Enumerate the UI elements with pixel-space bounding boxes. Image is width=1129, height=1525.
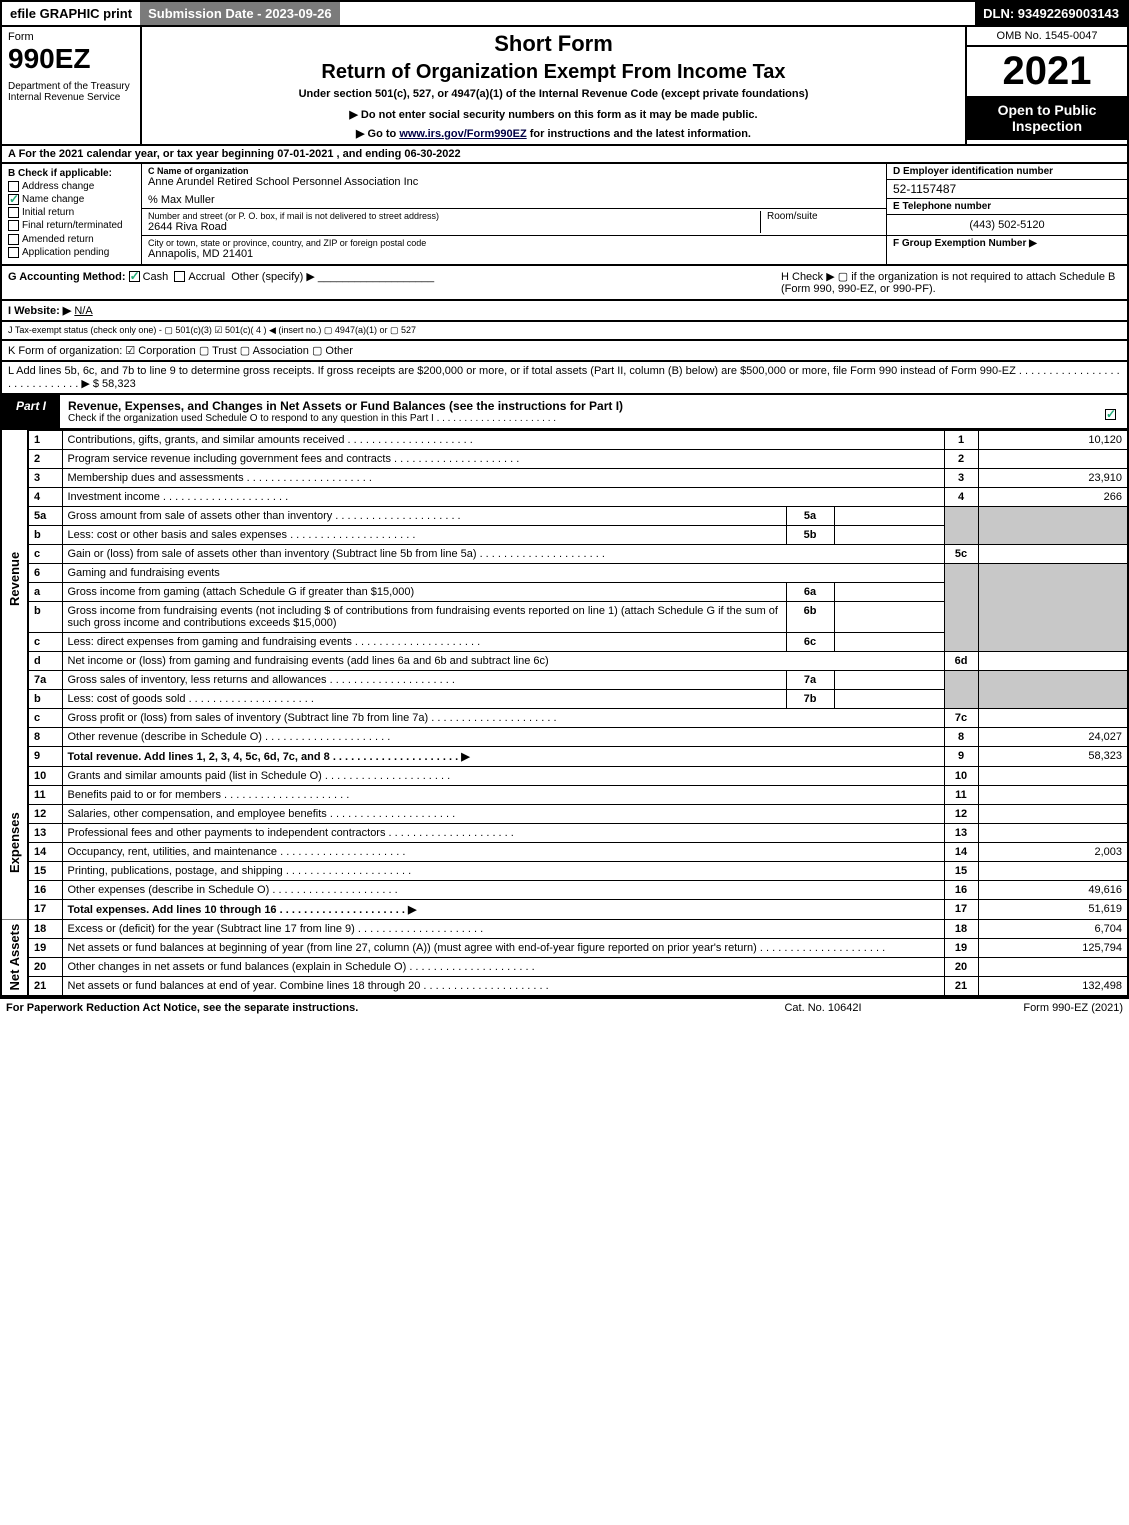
line-k: K Form of organization: ☑ Corporation ▢ … bbox=[0, 341, 1129, 362]
info-grid: B Check if applicable: Address change Na… bbox=[0, 164, 1129, 266]
open-to-public: Open to Public Inspection bbox=[967, 96, 1127, 140]
line-g-h: G Accounting Method: Cash Accrual Other … bbox=[0, 266, 1129, 301]
under-section: Under section 501(c), 527, or 4947(a)(1)… bbox=[148, 88, 959, 100]
ein-value: 52-1157487 bbox=[887, 180, 1127, 198]
top-bar: efile GRAPHIC print Submission Date - 20… bbox=[0, 0, 1129, 27]
g-label: G Accounting Method: bbox=[8, 271, 126, 283]
chk-initial-return[interactable]: Initial return bbox=[8, 207, 135, 218]
chk-accrual[interactable] bbox=[174, 271, 185, 282]
arrow-icon: ▶ bbox=[461, 751, 469, 763]
part-1-tag: Part I bbox=[2, 395, 60, 428]
line-l-value: 58,323 bbox=[102, 378, 136, 390]
city-block: City or town, state or province, country… bbox=[142, 236, 886, 262]
goto-suffix: for instructions and the latest informat… bbox=[527, 128, 751, 140]
footer-center: Cat. No. 10642I bbox=[723, 1002, 923, 1014]
form-word: Form bbox=[8, 31, 134, 43]
do-not-enter: ▶ Do not enter social security numbers o… bbox=[148, 108, 959, 121]
line-j: J Tax-exempt status (check only one) - ▢… bbox=[0, 322, 1129, 341]
form-number: 990EZ bbox=[8, 43, 134, 75]
efile-label[interactable]: efile GRAPHIC print bbox=[2, 2, 140, 25]
short-form-title: Short Form bbox=[148, 31, 959, 57]
chk-application-pending[interactable]: Application pending bbox=[8, 247, 135, 258]
header-row: Form 990EZ Department of the Treasury In… bbox=[0, 27, 1129, 146]
tel-hdr: E Telephone number bbox=[887, 198, 1127, 215]
arrow-icon: ▶ bbox=[408, 904, 416, 916]
org-name: Anne Arundel Retired School Personnel As… bbox=[148, 176, 880, 188]
footer-left: For Paperwork Reduction Act Notice, see … bbox=[6, 1002, 723, 1014]
header-center: Short Form Return of Organization Exempt… bbox=[142, 27, 967, 144]
chk-cash[interactable] bbox=[129, 271, 140, 282]
numcol: 1 bbox=[944, 430, 978, 449]
line-g: G Accounting Method: Cash Accrual Other … bbox=[8, 270, 781, 295]
expenses-section-label: Expenses bbox=[1, 766, 28, 919]
box-b-header: B Check if applicable: bbox=[8, 168, 135, 179]
header-left: Form 990EZ Department of the Treasury In… bbox=[2, 27, 142, 144]
chk-final-return[interactable]: Final return/terminated bbox=[8, 220, 135, 231]
header-right: OMB No. 1545-0047 2021 Open to Public In… bbox=[967, 27, 1127, 144]
line-a: A For the 2021 calendar year, or tax yea… bbox=[0, 146, 1129, 164]
chk-amended-return[interactable]: Amended return bbox=[8, 234, 135, 245]
dept-label: Department of the Treasury Internal Reve… bbox=[8, 81, 134, 103]
org-name-block: C Name of organization Anne Arundel Reti… bbox=[142, 164, 886, 209]
omb-number: OMB No. 1545-0047 bbox=[967, 27, 1127, 47]
val: 10,120 bbox=[978, 430, 1128, 449]
part-1-sub: Check if the organization used Schedule … bbox=[68, 413, 1089, 424]
street-value: 2644 Riva Road bbox=[148, 221, 760, 233]
tel-value: (443) 502-5120 bbox=[887, 215, 1127, 235]
goto-line: ▶ Go to www.irs.gov/Form990EZ for instru… bbox=[148, 127, 959, 140]
dln-label: DLN: 93492269003143 bbox=[975, 2, 1127, 25]
chk-name-change[interactable]: Name change bbox=[8, 194, 135, 205]
website-value: N/A bbox=[74, 305, 92, 317]
city-hdr: City or town, state or province, country… bbox=[148, 238, 880, 248]
room-suite-hdr: Room/suite bbox=[760, 211, 880, 233]
goto-prefix: ▶ Go to bbox=[356, 128, 399, 140]
return-title: Return of Organization Exempt From Incom… bbox=[148, 61, 959, 84]
chk-address-change[interactable]: Address change bbox=[8, 181, 135, 192]
desc: Contributions, gifts, grants, and simila… bbox=[68, 434, 473, 446]
group-exemption-hdr: F Group Exemption Number ▶ bbox=[887, 235, 1127, 251]
part-1-checkbox[interactable] bbox=[1097, 395, 1127, 428]
goto-link[interactable]: www.irs.gov/Form990EZ bbox=[399, 128, 526, 140]
i-label: I Website: ▶ bbox=[8, 305, 71, 317]
line-i: I Website: ▶ N/A bbox=[0, 301, 1129, 322]
box-c-name-hdr: C Name of organization bbox=[148, 166, 880, 176]
part-1-title: Revenue, Expenses, and Changes in Net As… bbox=[68, 399, 623, 413]
city-value: Annapolis, MD 21401 bbox=[148, 248, 880, 260]
street-hdr: Number and street (or P. O. box, if mail… bbox=[148, 211, 760, 221]
ln: 1 bbox=[28, 430, 62, 449]
line-h: H Check ▶ ▢ if the organization is not r… bbox=[781, 270, 1121, 295]
part1-table: Revenue 1 Contributions, gifts, grants, … bbox=[0, 430, 1129, 997]
box-b: B Check if applicable: Address change Na… bbox=[2, 164, 142, 264]
tax-year: 2021 bbox=[967, 47, 1127, 96]
part-1-title-block: Revenue, Expenses, and Changes in Net As… bbox=[60, 395, 1097, 428]
care-of: % Max Muller bbox=[148, 194, 880, 206]
submission-date: Submission Date - 2023-09-26 bbox=[140, 2, 340, 25]
part-1-header: Part I Revenue, Expenses, and Changes in… bbox=[0, 395, 1129, 430]
netassets-section-label: Net Assets bbox=[1, 919, 28, 996]
revenue-section-label: Revenue bbox=[1, 430, 28, 727]
address-block: Number and street (or P. O. box, if mail… bbox=[142, 209, 886, 236]
footer-right: Form 990-EZ (2021) bbox=[923, 1002, 1123, 1014]
ein-hdr: D Employer identification number bbox=[887, 164, 1127, 180]
topbar-spacer bbox=[340, 2, 976, 25]
footer: For Paperwork Reduction Act Notice, see … bbox=[0, 997, 1129, 1017]
line-l: L Add lines 5b, 6c, and 7b to line 9 to … bbox=[0, 362, 1129, 395]
box-d-e-f: D Employer identification number 52-1157… bbox=[887, 164, 1127, 264]
box-c: C Name of organization Anne Arundel Reti… bbox=[142, 164, 887, 264]
line-l-text: L Add lines 5b, 6c, and 7b to line 9 to … bbox=[8, 365, 1120, 390]
